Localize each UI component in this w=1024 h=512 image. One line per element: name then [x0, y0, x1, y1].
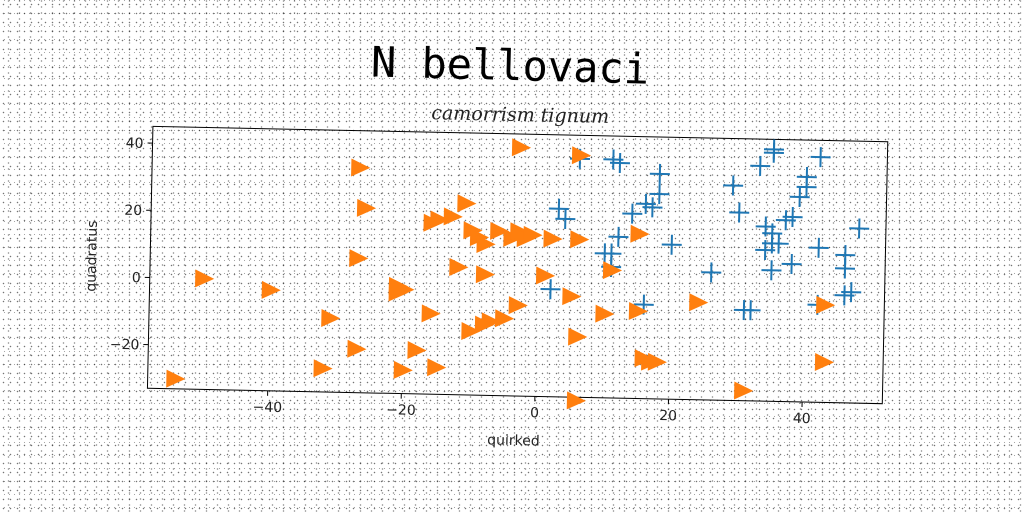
x-tick-label: 20: [659, 408, 677, 424]
plus-marker-point: [555, 208, 576, 229]
x-axis-label: quirked: [487, 432, 540, 449]
triangle-marker-point: [543, 229, 563, 248]
triangle-marker-point: [166, 369, 186, 388]
triangle-marker-point: [734, 381, 754, 400]
triangle-marker-point: [388, 276, 408, 295]
plus-marker-point: [729, 202, 750, 223]
x-axis: −40 −20 0 20 40: [252, 390, 811, 427]
triangle-marker-point: [356, 198, 377, 217]
triangle-marker-point: [427, 358, 447, 377]
plus-marker-point: [808, 237, 829, 258]
x-tick-label: −40: [252, 399, 282, 416]
plus-marker-point: [768, 233, 789, 254]
plus-marker-point: [622, 203, 643, 224]
triangle-marker-point: [461, 322, 481, 341]
triangle-marker-point: [570, 230, 590, 249]
plus-marker-point: [740, 300, 761, 321]
plot-frame: [146, 125, 889, 405]
triangle-marker-point: [595, 304, 615, 323]
triangle-marker-point: [816, 295, 836, 314]
triangle-marker-point: [647, 352, 667, 371]
plus-marker-point: [642, 197, 663, 218]
plus-marker-point: [849, 218, 870, 239]
plus-marker-point: [796, 177, 817, 198]
y-tick-label: 20: [124, 203, 142, 219]
triangle-marker-point: [562, 287, 582, 306]
chart-title: N bellovaci: [370, 37, 649, 93]
triangle-marker-point: [566, 391, 586, 410]
triangle-marker-point: [474, 315, 494, 334]
triangle-marker-point: [347, 339, 367, 358]
y-tick-label: 0: [132, 270, 141, 286]
triangle-marker-point: [407, 341, 427, 360]
x-tick-label: −20: [386, 402, 416, 419]
plus-marker-point: [723, 175, 744, 196]
triangle-marker-point: [523, 225, 543, 244]
plus-marker-point: [810, 147, 831, 168]
triangle-marker-point: [421, 304, 441, 323]
plus-marker-point: [609, 152, 631, 174]
triangle-marker-point: [814, 352, 834, 371]
plus-marker-point: [649, 163, 670, 184]
triangle-marker-point: [393, 360, 413, 379]
triangle-marker-point: [349, 249, 369, 268]
plus-marker-point: [763, 142, 784, 163]
triangle-marker-point: [689, 293, 709, 312]
plus-marker-point: [761, 260, 782, 281]
triangle-marker-point: [476, 234, 496, 253]
y-axis-label: quadratus: [83, 220, 100, 292]
triangle-marker-point: [511, 138, 532, 157]
plus-marker-point: [750, 155, 771, 176]
plus-marker-point: [649, 184, 670, 205]
triangle-marker-point: [457, 194, 477, 213]
plus-marker-point: [548, 198, 569, 219]
plus-marker-point: [789, 186, 810, 208]
chart-subtitle: camorrism tignum: [431, 102, 609, 128]
y-axis: −20 0 20 40: [110, 136, 153, 354]
triangle-marker-point: [628, 302, 648, 321]
triangle-marker-point: [443, 207, 463, 226]
triangle-marker-point: [195, 269, 215, 288]
plot-area: camorrism tignum −20 0 20 40 −40 −20 0 20 40 qu…: [83, 102, 889, 450]
triangle-marker-point: [475, 265, 495, 284]
data-points: [166, 138, 870, 410]
x-tick-label: 40: [793, 411, 811, 427]
triangle-marker-point: [602, 261, 623, 280]
plus-marker-point: [540, 279, 561, 300]
plus-marker-point: [781, 254, 802, 275]
triangle-marker-point: [313, 359, 333, 378]
triangle-marker-point: [494, 309, 515, 328]
triangle-marker-point: [630, 224, 650, 243]
plus-marker-point: [775, 210, 796, 231]
triangle-marker-point: [535, 266, 556, 285]
y-tick-label: 40: [126, 136, 144, 152]
triangle-marker-point: [430, 210, 450, 229]
plus-marker-point: [841, 282, 862, 303]
triangle-marker-point: [351, 158, 371, 177]
y-tick-label: −20: [110, 337, 140, 354]
triangle-marker-point: [508, 296, 528, 315]
triangle-marker-point: [490, 221, 510, 240]
triangle-marker-point: [449, 257, 469, 276]
plus-marker-point: [661, 234, 682, 255]
triangle-marker-point: [571, 146, 592, 165]
triangle-marker-point: [568, 327, 588, 346]
plus-marker-point: [608, 226, 629, 247]
triangle-marker-point: [321, 309, 341, 328]
plus-marker-point: [834, 258, 856, 279]
triangle-marker-point: [261, 280, 281, 299]
plus-marker-point: [701, 262, 722, 283]
x-tick-label: 0: [530, 405, 539, 421]
